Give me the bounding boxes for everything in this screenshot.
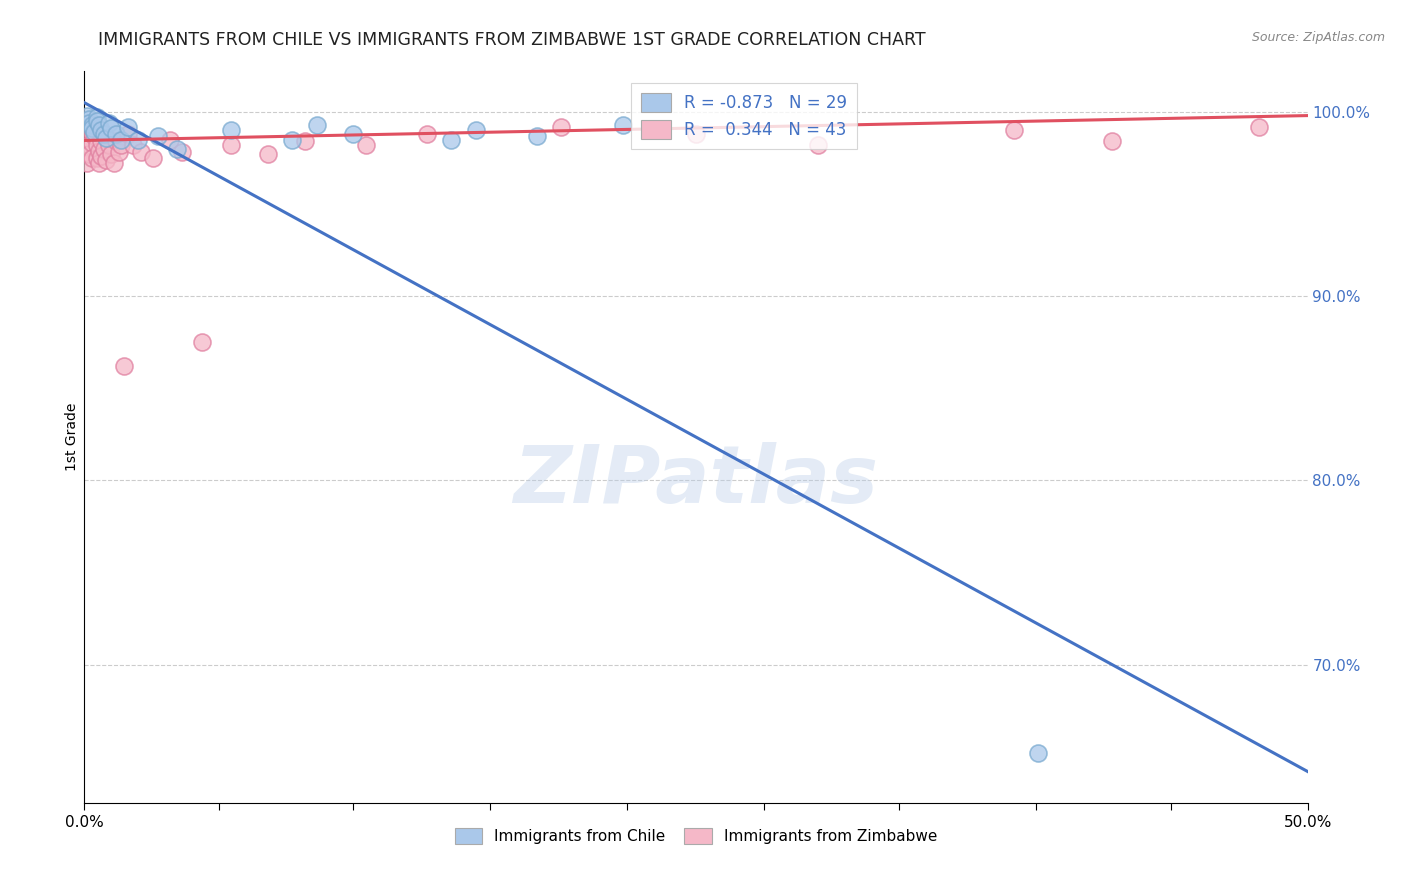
Point (77, 147, 100, 161)
Point (76, 109, 98, 123)
Text: IMMIGRANTS FROM CHILE VS IMMIGRANTS FROM ZIMBABWE 1ST GRADE CORRELATION CHART: IMMIGRANTS FROM CHILE VS IMMIGRANTS FROM… (98, 31, 927, 49)
Point (807, 138, 830, 153)
Point (294, 134, 316, 148)
Point (166, 142, 188, 156)
Point (100, 147, 122, 161)
Point (87, 156, 110, 170)
Point (97, 116, 120, 130)
Point (77, 112, 100, 127)
Point (1002, 123, 1025, 137)
Point (80, 121, 103, 136)
Point (80, 136, 103, 151)
Point (440, 132, 463, 146)
Point (117, 120, 139, 134)
Point (1101, 134, 1123, 148)
Point (172, 145, 194, 160)
Point (83, 125, 105, 139)
Text: ZIPatlas: ZIPatlas (513, 442, 879, 520)
Point (112, 359, 135, 373)
Point (93, 127, 115, 141)
Point (77, 138, 100, 153)
Point (107, 145, 129, 160)
Point (76, 156, 98, 170)
Point (110, 138, 132, 153)
Point (1028, 746, 1050, 760)
Point (159, 132, 181, 146)
Point (122, 138, 145, 153)
Point (80, 151, 103, 165)
Point (219, 138, 242, 153)
Point (87, 118, 110, 132)
Point (1247, 120, 1270, 134)
Point (105, 134, 128, 148)
Point (127, 132, 149, 146)
Point (305, 118, 328, 132)
Point (146, 128, 169, 143)
Point (110, 132, 132, 146)
Point (77, 116, 100, 130)
Point (100, 121, 122, 136)
Point (90, 134, 112, 148)
Point (526, 128, 548, 143)
Point (93, 127, 115, 141)
Legend: Immigrants from Chile, Immigrants from Zimbabwe: Immigrants from Chile, Immigrants from Z… (449, 822, 943, 850)
Text: Source: ZipAtlas.com: Source: ZipAtlas.com (1251, 31, 1385, 45)
Point (76, 145, 98, 160)
Point (281, 132, 304, 146)
Point (342, 127, 364, 141)
Point (612, 118, 634, 132)
Point (219, 123, 242, 137)
Point (464, 123, 486, 137)
Point (86, 151, 108, 165)
Point (87, 144, 110, 158)
Point (83, 121, 105, 136)
Point (86, 114, 108, 128)
Point (86, 138, 108, 153)
Point (90, 149, 112, 163)
Point (416, 127, 439, 141)
Point (80, 127, 103, 141)
Point (117, 127, 139, 141)
Point (103, 156, 125, 170)
Point (90, 123, 112, 137)
Point (191, 335, 214, 350)
Point (129, 145, 152, 160)
Point (142, 151, 165, 165)
Point (96, 130, 118, 145)
Y-axis label: 1st Grade: 1st Grade (65, 403, 79, 471)
Point (354, 138, 377, 153)
Point (550, 120, 572, 134)
Point (97, 138, 120, 153)
Point (96, 153, 118, 167)
Point (83, 128, 105, 143)
Point (93, 142, 115, 156)
Point (257, 147, 280, 161)
Point (80, 118, 103, 132)
Point (105, 127, 128, 141)
Point (86, 111, 108, 125)
Point (685, 127, 707, 141)
